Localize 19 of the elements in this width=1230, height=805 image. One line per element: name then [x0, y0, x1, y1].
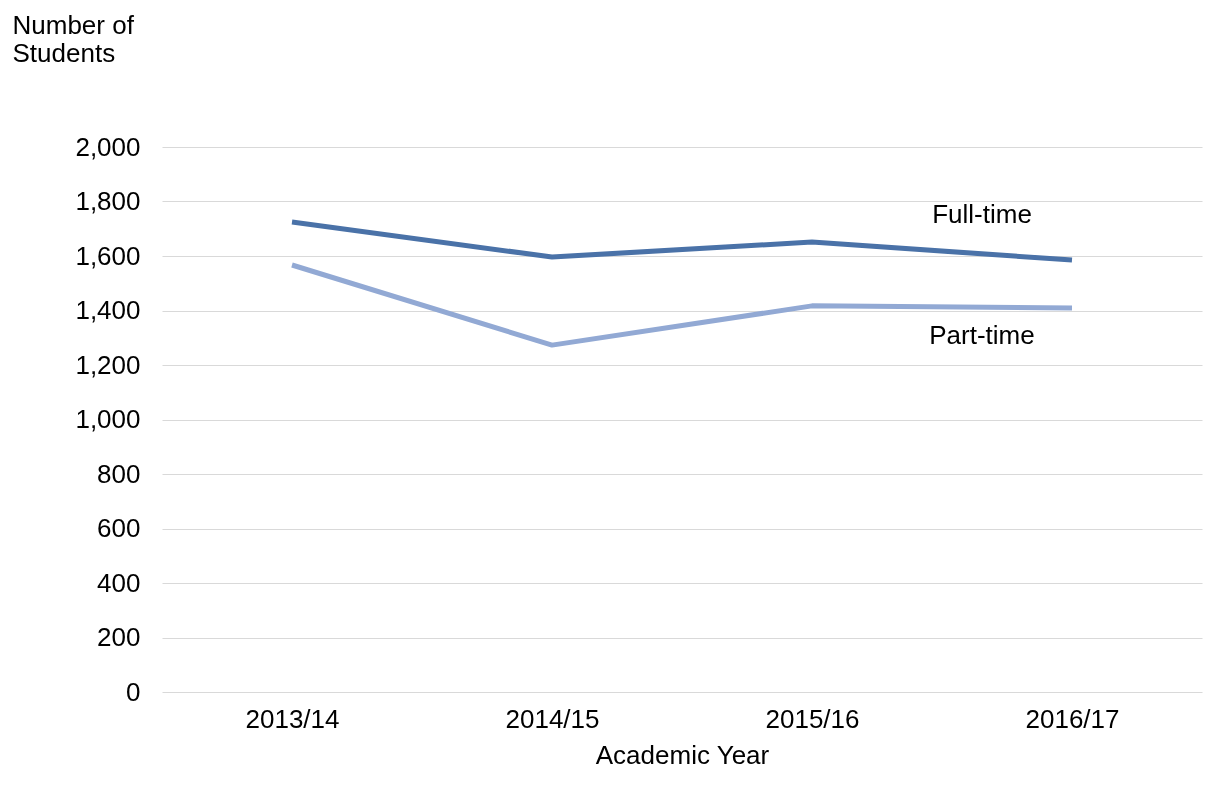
y-tick-label: 1,400 [75, 295, 141, 325]
y-tick-label: 2,000 [75, 131, 141, 162]
y-tick-label: 200 [97, 622, 141, 652]
y-tick-label: 1,600 [75, 240, 141, 271]
series-label: Full-time [932, 199, 1032, 230]
x-axis-title: Academic Year [595, 739, 770, 770]
y-tick-label: 1,000 [75, 404, 141, 434]
series-label: Part-time [929, 320, 1035, 351]
y-tick-label: 600 [97, 513, 141, 543]
y-axis-title: Number of Students [12, 9, 135, 68]
x-tick-label: 2013/14 [245, 703, 340, 734]
y-tick-label: 0 [126, 676, 141, 707]
x-tick-label: 2016/17 [1025, 703, 1120, 734]
x-tick-label: 2015/16 [765, 703, 860, 734]
y-tick-label: 1,800 [75, 186, 141, 216]
y-tick-label: 400 [97, 567, 141, 598]
x-tick-label: 2014/15 [505, 703, 600, 734]
y-tick-label: 1,200 [75, 349, 141, 380]
y-tick-label: 800 [97, 458, 141, 489]
